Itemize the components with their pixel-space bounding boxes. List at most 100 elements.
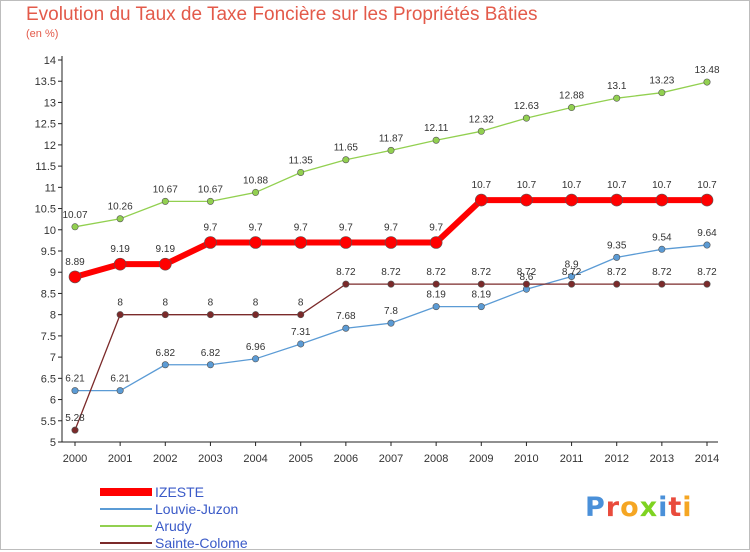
data-point <box>342 324 350 332</box>
y-tick-label: 6 <box>50 395 56 407</box>
data-point <box>342 156 350 164</box>
data-label: 6.21 <box>65 374 85 385</box>
y-tick-label: 14 <box>44 55 56 67</box>
x-tick-label: 2006 <box>334 453 358 465</box>
data-point <box>477 127 485 135</box>
data-point <box>161 311 169 319</box>
data-label: 8.72 <box>426 267 446 278</box>
data-label: 12.32 <box>469 114 494 125</box>
y-tick-label: 12.5 <box>35 119 56 131</box>
data-label: 8.72 <box>697 267 717 278</box>
logo-letter: o <box>620 492 640 523</box>
data-point <box>474 193 488 207</box>
data-point <box>613 94 621 102</box>
data-point <box>71 387 79 395</box>
data-point <box>387 319 395 327</box>
data-point <box>294 236 308 249</box>
y-tick-label: 6.5 <box>41 373 56 385</box>
data-point <box>206 361 214 369</box>
data-point <box>613 280 621 288</box>
data-label: 7.8 <box>384 306 398 317</box>
x-tick-label: 2011 <box>560 453 584 465</box>
y-tick-label: 8 <box>50 310 56 322</box>
x-tick-label: 2002 <box>153 453 177 465</box>
data-point <box>297 340 305 348</box>
x-tick-label: 2012 <box>604 453 628 465</box>
data-label: 11.65 <box>334 143 359 154</box>
data-label: 8 <box>298 298 304 309</box>
data-point <box>68 270 82 284</box>
series-line-arudy <box>74 81 708 228</box>
series-layer <box>68 78 714 434</box>
data-label: 9.7 <box>429 223 443 234</box>
x-tick-label: 2005 <box>288 453 312 465</box>
data-label: 8.9 <box>565 259 579 270</box>
legend-swatch <box>100 488 152 496</box>
data-label: 8.19 <box>426 290 446 301</box>
x-tick-label: 2000 <box>63 453 87 465</box>
data-point <box>113 257 127 271</box>
data-point <box>655 193 669 207</box>
data-point <box>339 236 353 249</box>
data-label: 6.82 <box>156 348 176 359</box>
y-tick-label: 9.5 <box>41 246 56 258</box>
data-point <box>522 280 530 288</box>
data-point <box>297 168 305 176</box>
data-label: 8.72 <box>607 267 627 278</box>
data-point <box>477 303 485 311</box>
x-tick-label: 2010 <box>514 453 538 465</box>
data-label: 10.7 <box>562 180 582 191</box>
data-point <box>658 89 666 97</box>
data-label: 9.19 <box>110 244 130 255</box>
data-label: 9.7 <box>203 223 217 234</box>
data-label: 8.72 <box>562 267 582 278</box>
x-tick-label: 2013 <box>650 453 674 465</box>
data-point <box>432 303 440 311</box>
logo-letter: P <box>585 492 606 523</box>
data-point <box>249 236 262 249</box>
data-point <box>613 253 621 261</box>
data-point <box>387 280 395 288</box>
y-tick-label: 5 <box>50 437 56 449</box>
logo-letter: i <box>682 492 693 523</box>
data-label: 10.7 <box>652 180 672 191</box>
data-label: 8.72 <box>336 267 356 278</box>
logo-letter: t <box>668 492 683 523</box>
legend-label: Sainte-Colome <box>155 535 248 551</box>
data-label: 9.7 <box>384 223 398 234</box>
legend-swatch <box>100 525 152 527</box>
data-point <box>432 136 440 144</box>
data-label: 7.31 <box>291 327 311 338</box>
data-point <box>703 280 711 288</box>
data-point <box>206 311 214 319</box>
data-point <box>116 311 124 319</box>
data-label: 13.48 <box>694 65 719 76</box>
data-point <box>204 236 217 249</box>
y-tick-label: 12 <box>44 140 56 152</box>
data-point <box>206 197 214 205</box>
y-tick-label: 10.5 <box>35 204 56 216</box>
data-point <box>384 236 398 249</box>
data-point <box>658 245 666 253</box>
x-tick-label: 2009 <box>469 453 493 465</box>
data-point <box>71 426 79 434</box>
data-label: 8.89 <box>65 257 85 268</box>
y-tick-label: 11 <box>45 182 56 194</box>
data-point <box>522 114 530 122</box>
y-tick-label: 8.5 <box>41 288 56 300</box>
data-point <box>252 311 260 319</box>
x-tick-label: 2014 <box>695 453 719 465</box>
data-label: 9.35 <box>607 240 627 251</box>
data-point <box>568 280 576 288</box>
x-tick-label: 2001 <box>108 453 132 465</box>
data-point <box>568 104 576 112</box>
y-tick-label: 13 <box>44 97 56 109</box>
data-point <box>429 236 443 249</box>
data-label: 8.72 <box>652 267 672 278</box>
data-point <box>252 188 260 196</box>
data-label: 8.72 <box>517 267 537 278</box>
y-tick-label: 13.5 <box>35 76 56 88</box>
data-label: 10.7 <box>517 180 537 191</box>
data-label: 9.7 <box>294 223 308 234</box>
data-point <box>477 280 485 288</box>
